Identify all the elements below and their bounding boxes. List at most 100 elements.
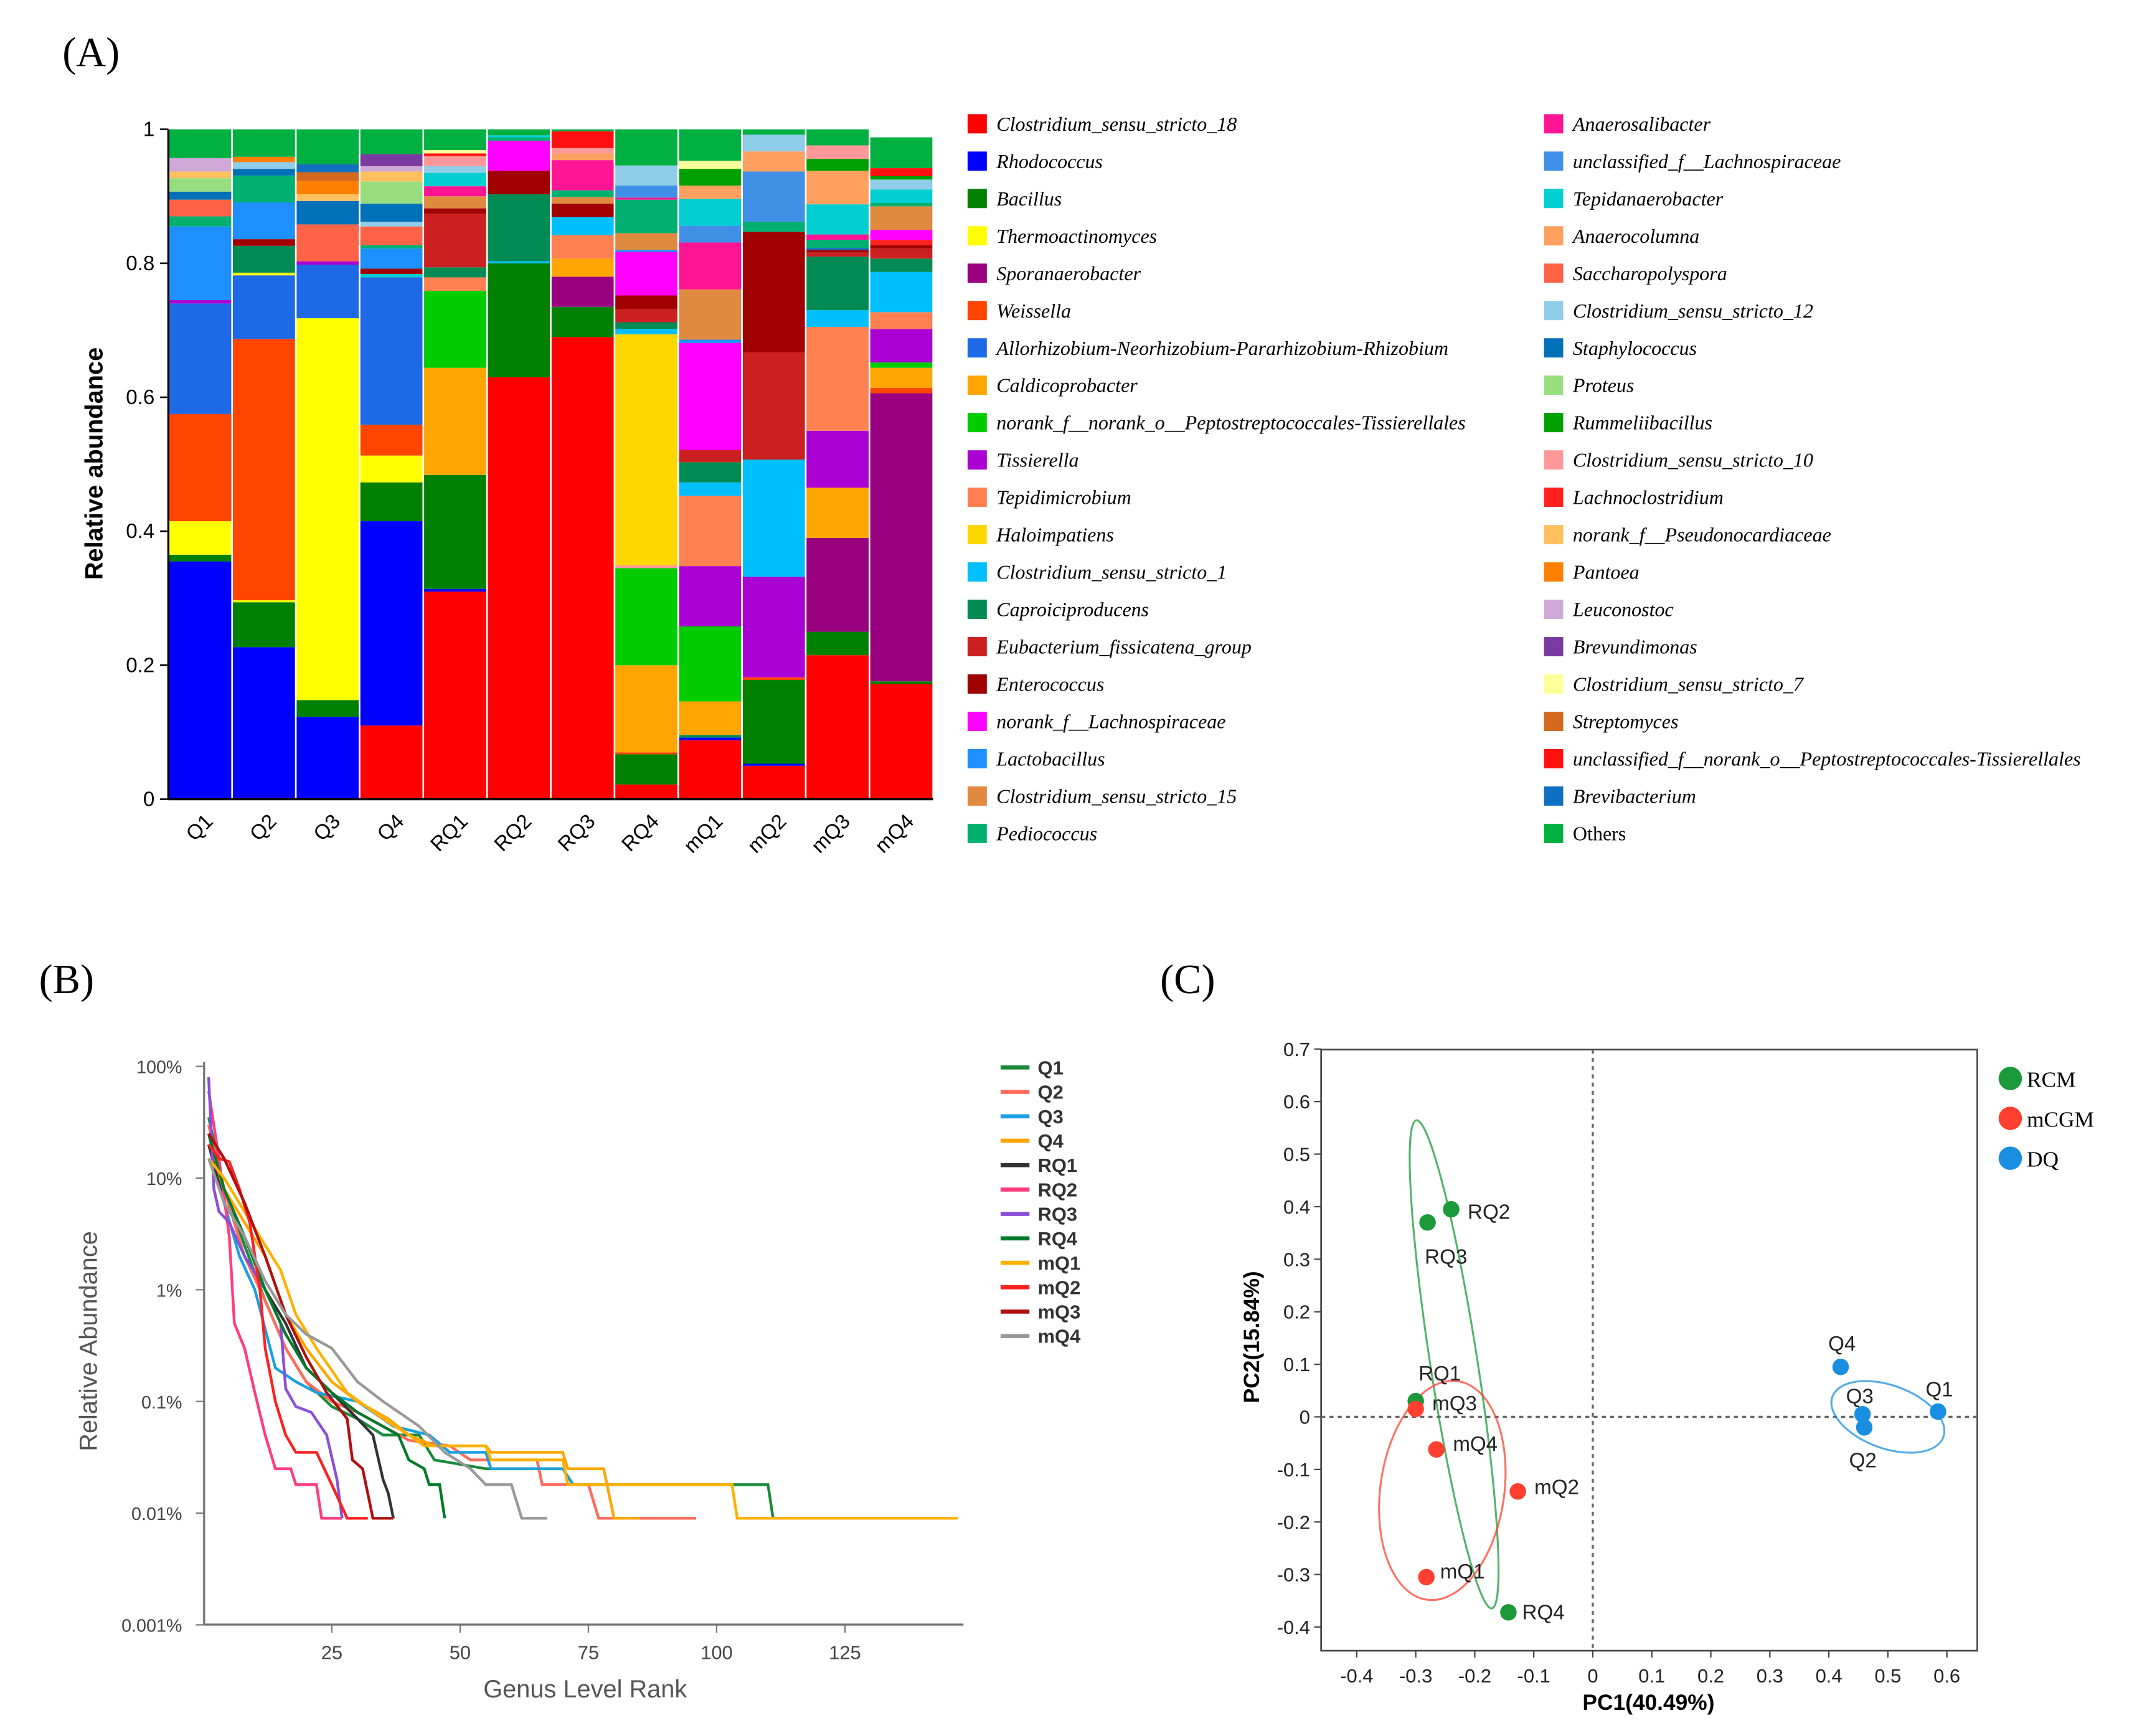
bar-segment [169,554,232,562]
legend-swatch [967,637,987,657]
bar-segment [169,300,232,304]
bar-segment [551,129,614,131]
data-point [1500,1604,1517,1621]
legend-swatch [967,226,987,246]
bar-segment [615,322,677,329]
legend-label: norank_f__Pseudonocardiaceae [1573,524,1831,546]
x-axis-label: PC1(40.49%) [1582,1691,1714,1715]
bar-segment [424,208,486,214]
legend-item: Sporanaerobacter [967,262,1141,285]
bar-segment [551,131,614,148]
bar-segment [360,725,423,800]
y-tick-label: 10% [146,1169,182,1189]
bar-segment [488,137,550,141]
legend-item: Tissierella [967,449,1079,471]
legend-marker [1998,1106,2022,1130]
bar-segment [424,186,486,197]
legend-label: Tissierella [996,449,1078,471]
panel-label-b: (B) [39,957,94,1002]
bar-segment [233,339,295,601]
bar-segment [424,150,486,154]
bar-segment [679,701,742,735]
bar-segment [424,474,486,589]
legend-label: unclassified_f__Lachnospiraceae [1573,150,1841,172]
x-tick-label: 0.4 [1816,1665,1843,1687]
bar-segment [679,740,742,800]
bar-segment [615,752,677,755]
bar-stack [679,129,742,800]
legend-item: Caldicoprobacter [967,374,1138,397]
bar-segment [551,217,614,235]
bar-segment [870,168,933,176]
bar-segment [870,258,933,272]
bar-segment [424,166,486,173]
x-tick-label: Q2 [245,810,281,846]
x-tick-label: 125 [829,1641,861,1663]
bar-segment [424,172,486,187]
bar-segment [806,327,869,431]
bar-segment [360,268,423,275]
x-tick-label: Q1 [182,810,217,846]
legend-label: Pantoea [1572,561,1640,583]
bar-segment [233,602,295,648]
bar-segment [360,171,423,182]
legend-label: Eubacterium_fissicatena_group [996,636,1252,658]
x-tick-label: RQ2 [490,810,536,856]
y-tick-label: 0 [143,788,154,811]
y-tick-label: -0.1 [1277,1459,1310,1481]
legend-swatch [967,151,987,171]
bar-segment [424,267,486,278]
data-point [1407,1400,1424,1418]
bar-segment [806,488,869,538]
bar-segment [742,577,805,677]
legend-item: Bacillus [967,187,1062,210]
bar-segment [806,537,869,632]
bar-stack [233,129,295,800]
y-tick-label: -0.4 [1277,1616,1310,1638]
bar-segment [169,216,232,227]
legend-swatch [967,189,987,209]
bar-segment [424,290,486,368]
legend-label: Pediococcus [996,822,1097,844]
bar-segment [551,337,614,800]
legend-label: DQ [2027,1147,2059,1171]
legend-label: Tepidanaerobacter [1573,187,1724,210]
bar-segment [360,166,423,172]
y-tick-label: 0.6 [1283,1091,1310,1113]
legend-item: Pantoea [1544,561,1640,583]
bar-stack [806,129,869,800]
bar-segment [870,189,933,204]
bar-segment [360,181,423,204]
bar-segment [870,203,933,207]
series-line [207,1157,958,1520]
legend-label: mQ1 [1038,1252,1081,1274]
bar-segment [551,306,614,337]
bar-segment [551,235,614,259]
legend-item: Tepidimicrobium [967,486,1131,509]
y-tick-label: 0.8 [126,252,154,275]
bar-segment [360,425,423,456]
legend-label: RQ3 [1038,1204,1078,1225]
legend-swatch [1544,375,1564,395]
legend-item: Lachnoclostridium [1544,486,1724,509]
bar-segment [424,277,486,291]
legend-label: RQ2 [1038,1179,1078,1201]
bar-segment [233,162,295,169]
x-tick-label: RQ3 [554,810,600,856]
point-label: Q4 [1828,1333,1856,1356]
bar-segment [679,482,742,496]
legend-item: Rummeliibacillus [1544,412,1712,434]
bar-segment [679,339,742,343]
legend-label: Proteus [1572,374,1634,397]
bar-segment [615,565,677,568]
bar-stack [360,129,423,800]
bar-segment [806,430,869,488]
legend-label: Q2 [1038,1082,1064,1103]
y-tick-label: -0.3 [1277,1564,1310,1586]
series-line [207,1116,778,1520]
legend-label: RQ1 [1038,1154,1078,1176]
bar-segment [296,261,359,265]
legend-label: Rhodococcus [996,150,1103,172]
legend-label: Clostridium_sensu_stricto_18 [996,113,1237,135]
x-tick-label: 75 [578,1641,599,1663]
